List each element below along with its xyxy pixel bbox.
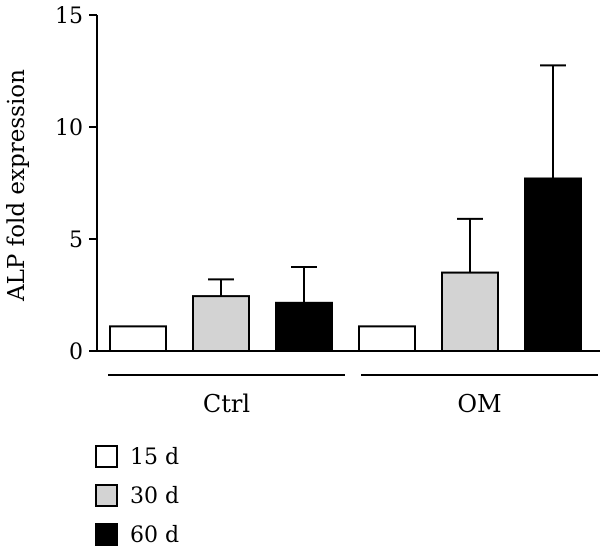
y-axis: 0 5 10 15: [55, 4, 600, 365]
y-tick-label: 0: [69, 340, 83, 365]
legend-label: 60 d: [130, 523, 179, 548]
group-label: OM: [457, 390, 501, 418]
y-axis-label: ALP fold expression: [4, 69, 30, 302]
legend-swatch: [95, 523, 118, 546]
y-tick-label: 15: [55, 4, 83, 29]
legend-label: 30 d: [130, 484, 179, 509]
group-label: Ctrl: [203, 390, 250, 418]
bar: [109, 325, 167, 352]
group-brackets: Ctrl OM: [108, 374, 598, 418]
legend-label: 15 d: [130, 445, 179, 470]
legend-swatch: [95, 445, 118, 468]
bar: [524, 177, 582, 352]
bars: [109, 177, 582, 353]
bar: [275, 301, 333, 352]
bar: [192, 295, 250, 352]
bar: [358, 325, 416, 352]
legend-swatch: [95, 484, 118, 507]
y-tick-label: 5: [69, 228, 83, 253]
error-bars: [208, 64, 566, 303]
y-tick-label: 10: [55, 116, 83, 141]
bar: [441, 271, 499, 353]
legend: 15 d 30 d 60 d: [95, 445, 179, 548]
